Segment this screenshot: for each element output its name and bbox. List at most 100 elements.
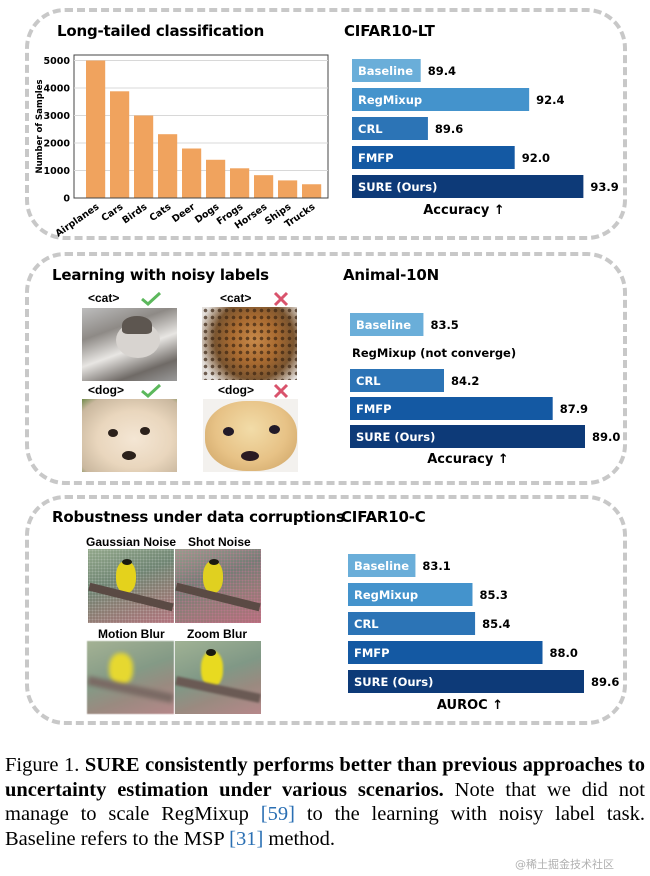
bar-regmixup: [352, 88, 530, 111]
bar-value-label: 92.4: [536, 93, 564, 107]
caption-text-3: method.: [263, 827, 336, 850]
bar-label: RegMixup: [358, 93, 422, 107]
cross-icon: [273, 383, 289, 399]
bar-label: Baseline: [356, 318, 411, 332]
image-motion-blur-bird: [87, 641, 174, 714]
bar-label: FMFP: [358, 151, 394, 165]
bar-sure-ours: [348, 670, 584, 693]
bar-sure-ours: [352, 175, 584, 198]
image-zoom-blur-bird: [175, 641, 261, 714]
histogram-bar: [302, 184, 322, 198]
bar-regmixup: [348, 583, 473, 606]
histogram-bar: [158, 134, 178, 198]
image-chihuahua: [82, 399, 177, 472]
bar-chart-animal-10n: Baseline 83.5 RegMixup (not converge) CRL 84…: [350, 313, 620, 467]
figure-caption: Figure 1. SURE consistently performs bet…: [5, 753, 645, 851]
bar-value-label: 83.1: [422, 559, 450, 573]
bar-sure-ours: [350, 425, 585, 448]
metric-axis-label: Accuracy ↑: [423, 203, 505, 218]
bar-label: CRL: [356, 374, 381, 388]
y-tick-label: 2000: [44, 139, 71, 150]
caption-prefix: Figure 1.: [5, 754, 85, 776]
bar-label: SURE (Ours): [358, 180, 437, 194]
caption-bold: SURE consistently performs better than p…: [5, 754, 646, 801]
y-tick-label: 4000: [44, 84, 71, 95]
bar-baseline: [348, 554, 416, 577]
bar-value-label: 84.2: [451, 374, 479, 388]
histogram-bar: [206, 159, 226, 198]
watermark: @稀土掘金技术社区: [515, 858, 614, 871]
bar-crl: [348, 612, 476, 635]
bar-label: FMFP: [354, 646, 390, 660]
bar-crl: [352, 117, 428, 140]
bar-crl: [350, 369, 444, 392]
panel-long-tailed: [25, 8, 627, 240]
histogram-bar: [278, 180, 298, 198]
citation-link-31[interactable]: [31]: [229, 827, 264, 850]
bar-value-label: 83.5: [430, 318, 458, 332]
bar-value-label: 87.9: [560, 402, 588, 416]
y-tick-label: 5000: [44, 56, 71, 67]
bar-value-label: 89.4: [428, 64, 456, 78]
bar-value-label: 89.0: [592, 430, 620, 444]
bar-baseline: [350, 313, 424, 336]
bar-value-label: 89.6: [591, 675, 619, 689]
bar-label: RegMixup: [354, 588, 418, 602]
not-converged-note: RegMixup (not converge): [352, 346, 516, 360]
histogram-bar: [182, 148, 202, 198]
dataset-title-cifar10-lt: CIFAR10-LT: [344, 22, 435, 40]
bar-label: CRL: [358, 122, 383, 136]
metric-axis-label: AUROC ↑: [437, 698, 503, 713]
bar-label: FMFP: [356, 402, 392, 416]
histogram-bar: [254, 175, 274, 198]
histogram-bar: [86, 60, 106, 198]
bar-label: SURE (Ours): [354, 675, 433, 689]
histogram-bar: [110, 91, 130, 198]
corruption-label-gaussian-noise: Gaussian Noise: [86, 535, 177, 549]
bar-fmfp: [348, 641, 543, 664]
bar-value-label: 89.6: [435, 122, 463, 136]
histogram-bar: [134, 115, 154, 198]
image-jaguar: [202, 307, 297, 380]
dataset-title-animal-10n: Animal-10N: [343, 266, 439, 284]
bar-label: CRL: [354, 617, 379, 631]
example-label-dog-1: <dog>: [88, 383, 125, 397]
check-icon: [141, 291, 162, 306]
example-label-cat-2: <cat>: [220, 291, 252, 305]
panel-title-long-tailed: Long-tailed classification: [57, 22, 265, 40]
bar-fmfp: [352, 146, 515, 169]
x-tick-label: Cats: [148, 201, 174, 224]
bar-fmfp: [350, 397, 553, 420]
x-tick-label: Deer: [170, 201, 197, 225]
bar-value-label: 92.0: [522, 151, 550, 165]
corruption-label-shot-noise: Shot Noise: [188, 535, 251, 549]
bar-value-label: 85.3: [479, 588, 507, 602]
example-label-dog-2: <dog>: [218, 383, 255, 397]
corruption-label-motion-blur: Motion Blur: [98, 627, 165, 641]
y-tick-label: 3000: [44, 111, 71, 122]
bar-value-label: 85.4: [482, 617, 510, 631]
image-shot-noise-bird: [175, 549, 261, 623]
x-tick-label: Birds: [120, 201, 149, 226]
y-axis-label: Number of Samples: [35, 79, 45, 173]
panel-title-corruptions: Robustness under data corruptions: [52, 508, 345, 526]
bar-label: Baseline: [354, 559, 409, 573]
citation-link-59[interactable]: [59]: [260, 803, 295, 825]
image-gaussian-noise-bird: [88, 549, 174, 623]
bar-label: SURE (Ours): [356, 430, 435, 444]
bar-chart-cifar10-c: Baseline 83.1 RegMixup 85.3 CRL 85.4 FMFP 88.0 S…: [348, 554, 619, 713]
x-tick-label: Airplanes: [54, 201, 102, 239]
check-icon: [141, 383, 162, 398]
histogram-chart: 0 1000 2000 3000 4000 5000 Number of Samples Ai…: [35, 54, 329, 239]
example-label-cat-1: <cat>: [88, 291, 120, 305]
y-tick-label: 0: [63, 194, 70, 205]
bar-chart-cifar10-lt: Baseline 89.4 RegMixup 92.4 CRL 89.6 FMFP 92.0 S…: [352, 59, 619, 218]
caption-text-2: to the learning with noisy label task. B…: [5, 803, 645, 850]
bar-value-label: 93.9: [590, 180, 618, 194]
corruption-label-zoom-blur: Zoom Blur: [187, 627, 247, 641]
cross-icon: [273, 291, 289, 307]
y-tick-label: 1000: [44, 166, 71, 177]
bar-value-label: 88.0: [550, 646, 578, 660]
image-muffin: [203, 399, 298, 472]
panel-title-noisy-labels: Learning with noisy labels: [52, 266, 269, 284]
